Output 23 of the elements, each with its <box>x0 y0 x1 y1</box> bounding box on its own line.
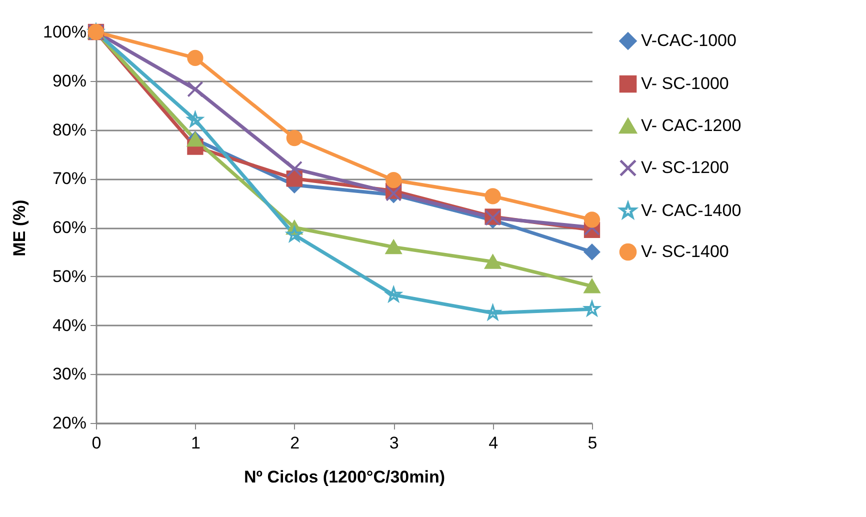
y-tick-label: 90% <box>52 71 86 90</box>
y-tick-label: 40% <box>52 316 86 335</box>
y-tick-label: 100% <box>43 22 86 42</box>
x-tick-label: 2 <box>290 434 300 452</box>
y-tick-label: 60% <box>52 218 86 237</box>
y-tick-label: 50% <box>52 266 86 286</box>
legend-label: V-CAC-1000 <box>641 31 736 50</box>
legend-label: V- SC-1400 <box>641 242 729 261</box>
legend-label: V- SC-1200 <box>641 158 729 177</box>
y-axis-title: ME (%) <box>10 200 30 256</box>
x-tick-label: 4 <box>488 434 498 452</box>
y-tick-label: 70% <box>52 169 86 188</box>
x-tick-label: 3 <box>389 434 399 452</box>
y-tick-label: 80% <box>52 120 86 140</box>
x-axis-title: Nº Ciclos (1200°C/30min) <box>244 468 446 486</box>
y-tick-label: 30% <box>52 364 86 384</box>
legend-label: V- CAC-1400 <box>641 201 742 220</box>
legend-label: V- SC-1000 <box>641 74 729 93</box>
x-tick-label: 5 <box>588 434 598 452</box>
x-tick-label: 0 <box>92 434 102 452</box>
y-tick-label: 20% <box>52 414 86 432</box>
x-tick-label: 1 <box>190 434 200 452</box>
legend-label: V- CAC-1200 <box>641 116 742 135</box>
